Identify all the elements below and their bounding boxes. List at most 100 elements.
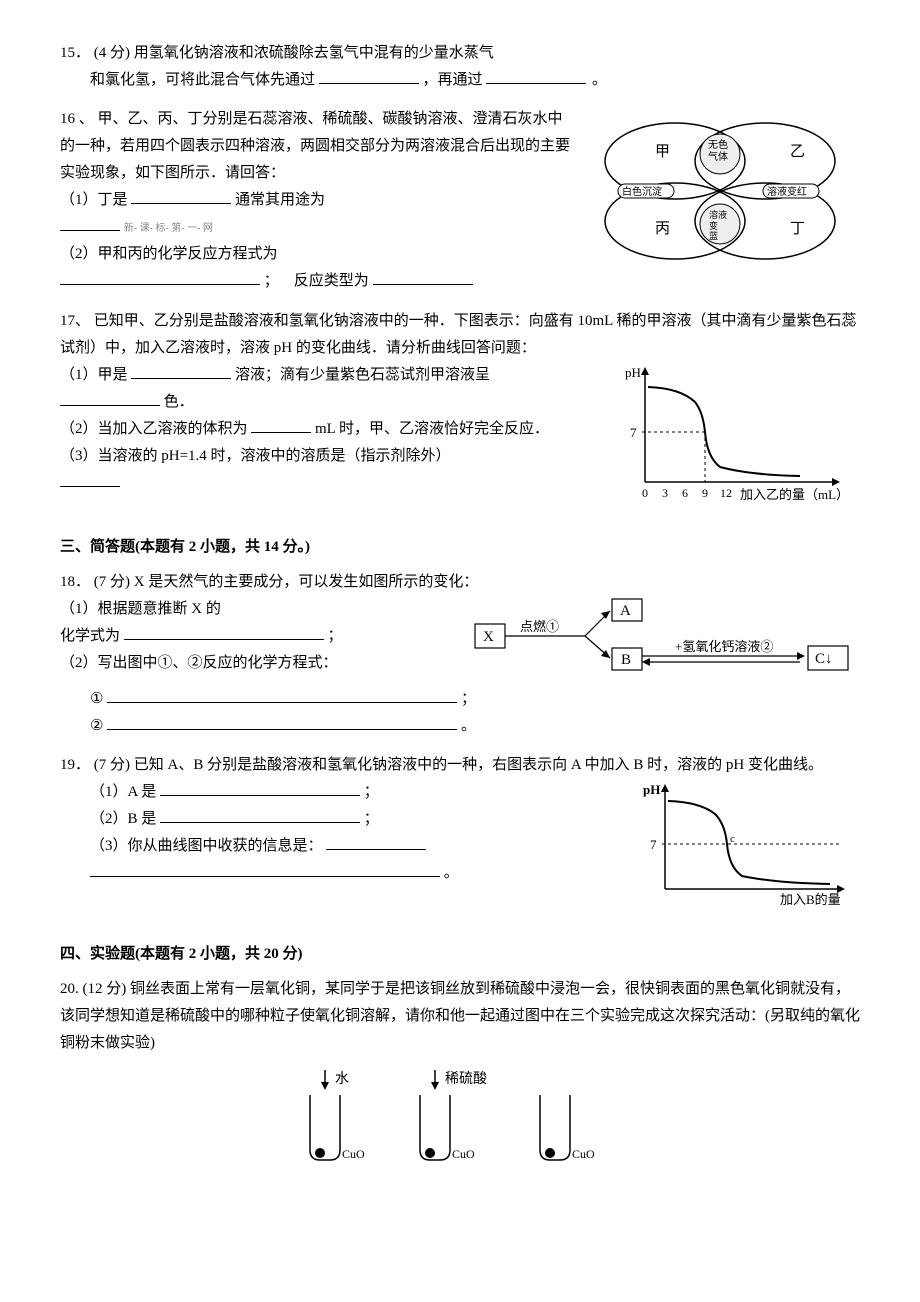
svg-text:3: 3 <box>662 486 668 500</box>
q16-venn-figure: 甲 乙 丙 丁 无色 气体 白色沉淀 溶液变红 溶液 变 蓝 <box>580 106 860 296</box>
q19-p2-semi: ； <box>364 811 379 827</box>
svg-text:丁: 丁 <box>790 221 805 237</box>
q16-p2-blank2 <box>373 269 473 285</box>
svg-text:A: A <box>620 603 631 619</box>
q18-p1-prefix: （1）根据题意推断 X 的 <box>60 601 221 617</box>
q19-number: 19． <box>60 757 90 773</box>
question-16: 16 、 甲、乙、丙、丁分别是石蕊溶液、稀硫酸、碳酸钠溶液、澄清石灰水中的一种，… <box>60 106 860 296</box>
svg-text:无色: 无色 <box>708 138 728 151</box>
section-4-header: 四、实验题(本题有 2 小题，共 20 分) <box>60 941 860 968</box>
svg-text:乙: 乙 <box>790 144 805 160</box>
svg-text:溶液: 溶液 <box>709 209 727 220</box>
q15-blank1 <box>319 68 419 84</box>
q17-p2-prefix: （2）当加入乙溶液的体积为 <box>60 421 248 437</box>
svg-text:B: B <box>621 652 631 668</box>
q16-p2-blank <box>60 269 260 285</box>
svg-text:水: 水 <box>335 1071 349 1087</box>
q18-p1-semi: ； <box>328 628 343 644</box>
svg-text:稀硫酸: 稀硫酸 <box>445 1071 487 1087</box>
svg-text:0: 0 <box>642 486 648 500</box>
q16-p2-prefix: （2）甲和丙的化学反应方程式为 <box>60 246 278 262</box>
q18-c1: ① <box>90 691 103 707</box>
q15-period: 。 <box>592 72 607 88</box>
q17-number: 17、 <box>60 313 90 329</box>
q20-points: (12 分) <box>83 981 127 997</box>
q15-blank2 <box>486 68 586 84</box>
svg-text:pH: pH <box>625 365 641 380</box>
q15-number: 15． <box>60 45 90 61</box>
question-15: 15． (4 分) 用氢氧化钠溶液和浓硫酸除去氢气中混有的少量水蒸气 和氯化氢，… <box>60 40 860 94</box>
q17-intro: 已知甲、乙分别是盐酸溶液和氢氧化钠溶液中的一种．下图表示：向盛有 10mL 稀的… <box>60 313 857 356</box>
q17-p1-mid: 溶液；滴有少量紫色石蕊试剂甲溶液呈 <box>235 367 490 383</box>
q16-p1-blank <box>131 188 231 204</box>
q16-number: 16 、 <box>60 111 94 127</box>
q20-intro: 铜丝表面上常有一层氧化铜，某同学于是把该铜丝放到稀硫酸中浸泡一会，很快铜表面的黑… <box>60 981 860 1051</box>
svg-text:+氢氧化钙溶液②: +氢氧化钙溶液② <box>675 639 773 654</box>
q17-p1-prefix: （1）甲是 <box>60 367 128 383</box>
q17-p1-suffix: 色． <box>164 394 194 410</box>
svg-text:CuO: CuO <box>452 1147 475 1161</box>
q18-intro: X 是天然气的主要成分，可以发生如图所示的变化： <box>134 574 479 590</box>
svg-text:丙: 丙 <box>655 221 670 237</box>
svg-text:CuO: CuO <box>572 1147 595 1161</box>
svg-text:C↓: C↓ <box>815 651 833 667</box>
q15-text2: 和氯化氢，可将此混合气体先通过 <box>90 72 315 88</box>
q16-p2-semi: ； <box>264 273 279 289</box>
q15-text1: 用氢氧化钠溶液和浓硫酸除去氢气中混有的少量水蒸气 <box>134 45 494 61</box>
q17-p3: （3）当溶液的 pH=1.4 时，溶液中的溶质是（指示剂除外） <box>60 448 451 464</box>
q15-points: (4 分) <box>94 45 130 61</box>
q18-diagram: X 点燃① A B +氢氧化钙溶液② C↓ <box>470 596 860 686</box>
question-18: 18． (7 分) X 是天然气的主要成分，可以发生如图所示的变化： （1）根据… <box>60 569 860 740</box>
q17-p1-blank2 <box>60 390 160 406</box>
svg-text:c: c <box>730 833 735 845</box>
q16-intro: 甲、乙、丙、丁分别是石蕊溶液、稀硫酸、碳酸钠溶液、澄清石灰水中的一种，若用四个圆… <box>60 111 570 181</box>
q19-intro: 已知 A、B 分别是盐酸溶液和氢氧化钠溶液中的一种，右图表示向 A 中加入 B … <box>134 757 823 773</box>
q19-p3-blank <box>326 834 426 850</box>
section-3-header: 三、简答题(本题有 2 小题，共 14 分。) <box>60 534 860 561</box>
q19-p2-prefix: （2）B 是 <box>90 811 156 827</box>
svg-text:7: 7 <box>630 425 637 440</box>
svg-text:12: 12 <box>720 486 732 500</box>
q17-p1-blank <box>131 363 231 379</box>
q19-p1-blank <box>160 780 360 796</box>
question-17: 17、 已知甲、乙分别是盐酸溶液和氢氧化钠溶液中的一种．下图表示：向盛有 10m… <box>60 308 860 522</box>
question-20: 20. (12 分) 铜丝表面上常有一层氧化铜，某同学于是把该铜丝放到稀硫酸中浸… <box>60 976 860 1185</box>
q20-number: 20. <box>60 981 79 997</box>
q19-points: (7 分) <box>94 757 130 773</box>
svg-text:X: X <box>483 629 494 645</box>
svg-text:加入B的量: 加入B的量 <box>780 892 841 907</box>
q18-c2-period: 。 <box>461 718 476 734</box>
venn-diagram-svg: 甲 乙 丙 丁 无色 气体 白色沉淀 溶液变红 溶液 变 蓝 <box>580 106 860 286</box>
svg-text:7: 7 <box>650 837 657 852</box>
ph-curve-17-svg: pH 7 0 3 6 9 12 加入乙的量（mL） <box>620 362 860 512</box>
test-tubes-svg: 水 CuO 稀硫酸 CuO CuO <box>280 1065 640 1175</box>
q19-p3-period: 。 <box>444 865 459 881</box>
q15-text3: ，再通过 <box>423 72 483 88</box>
q16-p1-prefix: （1）丁是 <box>60 192 128 208</box>
svg-text:变: 变 <box>709 220 718 231</box>
q18-p1-blank <box>124 624 324 640</box>
svg-text:CuO: CuO <box>342 1147 365 1161</box>
svg-text:溶液变红: 溶液变红 <box>767 185 807 198</box>
q18-points: (7 分) <box>94 574 130 590</box>
q18-number: 18． <box>60 574 90 590</box>
q16-p1-suffix: 通常其用途为 <box>235 192 325 208</box>
svg-text:6: 6 <box>682 486 688 500</box>
question-19: 19． (7 分) 已知 A、B 分别是盐酸溶液和氢氧化钠溶液中的一种，右图表示… <box>60 752 860 929</box>
q17-p2-blank <box>251 417 311 433</box>
q20-diagram: 水 CuO 稀硫酸 CuO CuO <box>60 1065 860 1185</box>
q17-chart: pH 7 0 3 6 9 12 加入乙的量（mL） <box>620 362 860 522</box>
q19-chart: pH 7 c 加入B的量 <box>640 779 860 929</box>
q16-p1-blank2 <box>60 215 120 231</box>
svg-text:气体: 气体 <box>708 150 728 163</box>
svg-text:9: 9 <box>702 486 708 500</box>
q18-p1-line2: 化学式为 <box>60 628 120 644</box>
q18-c2-blank <box>107 714 457 730</box>
q19-p1-prefix: （1）A 是 <box>90 784 156 800</box>
ph-curve-19-svg: pH 7 c 加入B的量 <box>640 779 860 919</box>
q17-p2-suffix: mL 时，甲、乙溶液恰好完全反应． <box>315 421 549 437</box>
q16-p2-type: 反应类型为 <box>294 273 369 289</box>
svg-text:甲: 甲 <box>655 144 670 160</box>
reaction-diagram-svg: X 点燃① A B +氢氧化钙溶液② C↓ <box>470 596 860 676</box>
q19-p2-blank <box>160 807 360 823</box>
